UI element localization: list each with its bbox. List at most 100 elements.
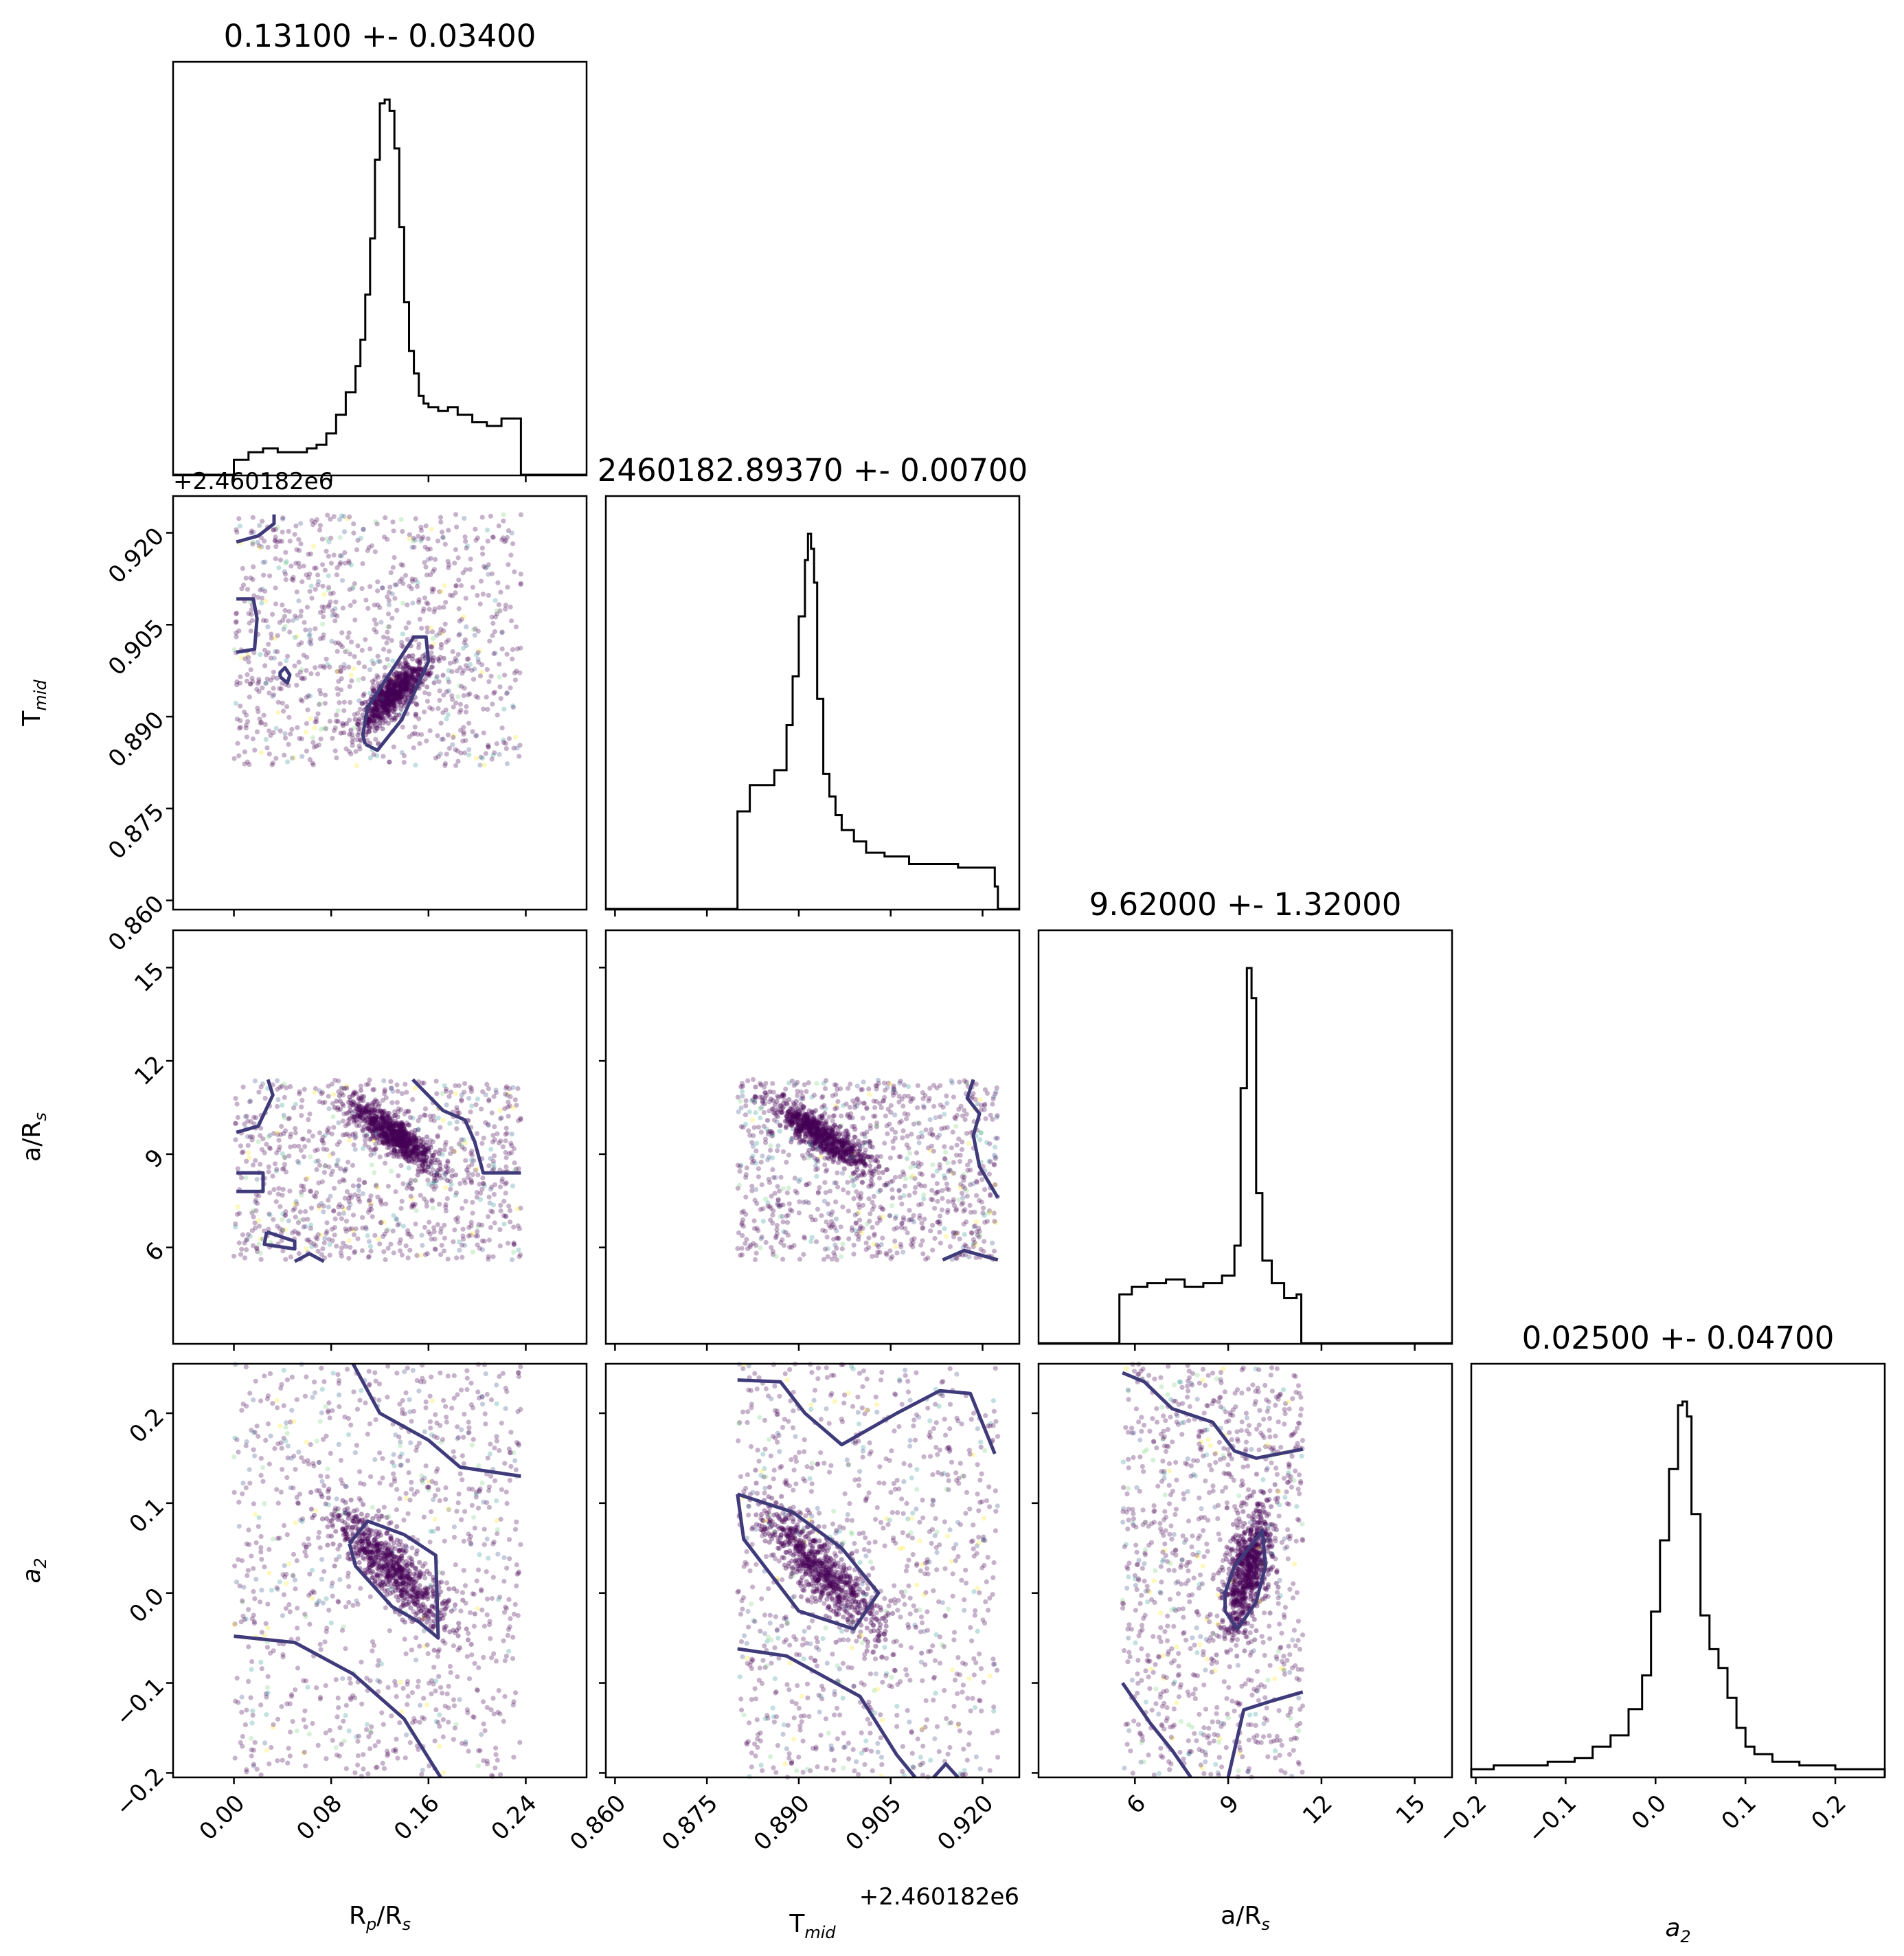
scatter-point [318,1473,324,1479]
scatter-point [488,1474,494,1479]
scatter-point [345,1522,350,1528]
scatter-point [239,586,245,592]
scatter-point [296,1250,302,1257]
scatter-point [308,1189,313,1194]
scatter-point [399,640,405,645]
scatter-point [404,1562,410,1568]
scatter-point [360,712,365,718]
scatter-point [288,1729,293,1735]
scatter-point [378,620,384,625]
scatter-point [376,701,382,708]
scatter-point [374,1121,381,1127]
scatter-point [438,1176,444,1181]
scatter-point [269,631,274,637]
scatter-point [277,557,284,563]
scatter-point [454,1119,460,1125]
scatter-point [238,524,243,529]
scatter-point [462,1180,468,1186]
scatter-point [409,685,414,690]
scatter-point [262,721,268,727]
scatter-point [322,1236,328,1241]
scatter-point [385,625,391,630]
scatter-point [281,708,286,714]
scatter-point [492,1182,498,1188]
scatter-point [385,704,390,709]
scatter-point [337,1513,343,1518]
scatter-point [288,1132,293,1137]
scatter-point [234,1676,240,1681]
scatter-point [494,741,499,747]
scatter-point [346,630,352,636]
scatter-point [247,1099,253,1105]
scatter-point [358,1104,363,1110]
scatter-point [457,1248,462,1253]
scatter-point [468,1641,474,1647]
scatter-point [367,716,374,721]
scatter-point [392,682,397,688]
scatter-point [455,1500,461,1505]
scatter-point [409,586,414,592]
scatter-point [497,1448,502,1453]
scatter-point [488,1147,494,1152]
scatter-point [411,1609,416,1615]
scatter-point [440,1571,446,1576]
scatter-point [337,1202,342,1207]
scatter-point [363,637,368,642]
scatter-point [292,1577,298,1583]
scatter-point [357,706,363,712]
scatter-point [512,670,518,676]
scatter-point [468,1084,473,1090]
scatter-point [403,686,409,691]
scatter-point [443,1485,449,1491]
scatter-point [416,666,422,672]
scatter-point [473,733,479,739]
scatter-point [316,742,321,747]
scatter-point [411,544,417,550]
scatter-point [426,1484,431,1490]
scatter-point [372,718,377,723]
scatter-point [355,537,361,543]
scatter-point [390,697,396,703]
scatter-point [370,708,375,714]
scatter-point [382,706,388,711]
scatter-point [348,651,353,657]
scatter-point [374,706,379,711]
scatter-point [231,1622,237,1628]
scatter-point [374,521,380,527]
scatter-point [454,1255,460,1261]
scatter-point [322,1639,328,1645]
scatter-point [327,1518,332,1524]
scatter-point [347,587,352,592]
scatter-point [388,697,394,702]
scatter-point [350,1213,356,1218]
scatter-point [473,626,478,631]
scatter-point [384,692,389,697]
scatter-point [326,604,332,609]
scatter-point [456,1621,462,1626]
scatter-point [294,633,299,639]
scatter-point [278,1440,284,1446]
scatter-point [397,1720,403,1726]
scatter-point [431,1229,437,1235]
scatter-point [475,1505,481,1511]
scatter-point [458,708,464,713]
scatter-point [291,1419,297,1424]
scatter-point [356,716,362,722]
scatter-point [495,1131,500,1136]
scatter-point [437,1744,442,1749]
scatter-point [387,706,392,712]
scatter-point [385,679,391,686]
scatter-point [283,550,288,555]
scatter-point [392,699,397,706]
scatter-point [346,749,352,754]
scatter-point [278,1490,284,1495]
scatter-point [301,1678,306,1683]
scatter-point [309,596,315,601]
scatter-point [304,748,309,754]
scatter-point [427,705,433,710]
scatter-point [461,668,466,673]
scatter-point [392,684,398,689]
scatter-point [308,716,313,721]
scatter-point [464,624,469,630]
